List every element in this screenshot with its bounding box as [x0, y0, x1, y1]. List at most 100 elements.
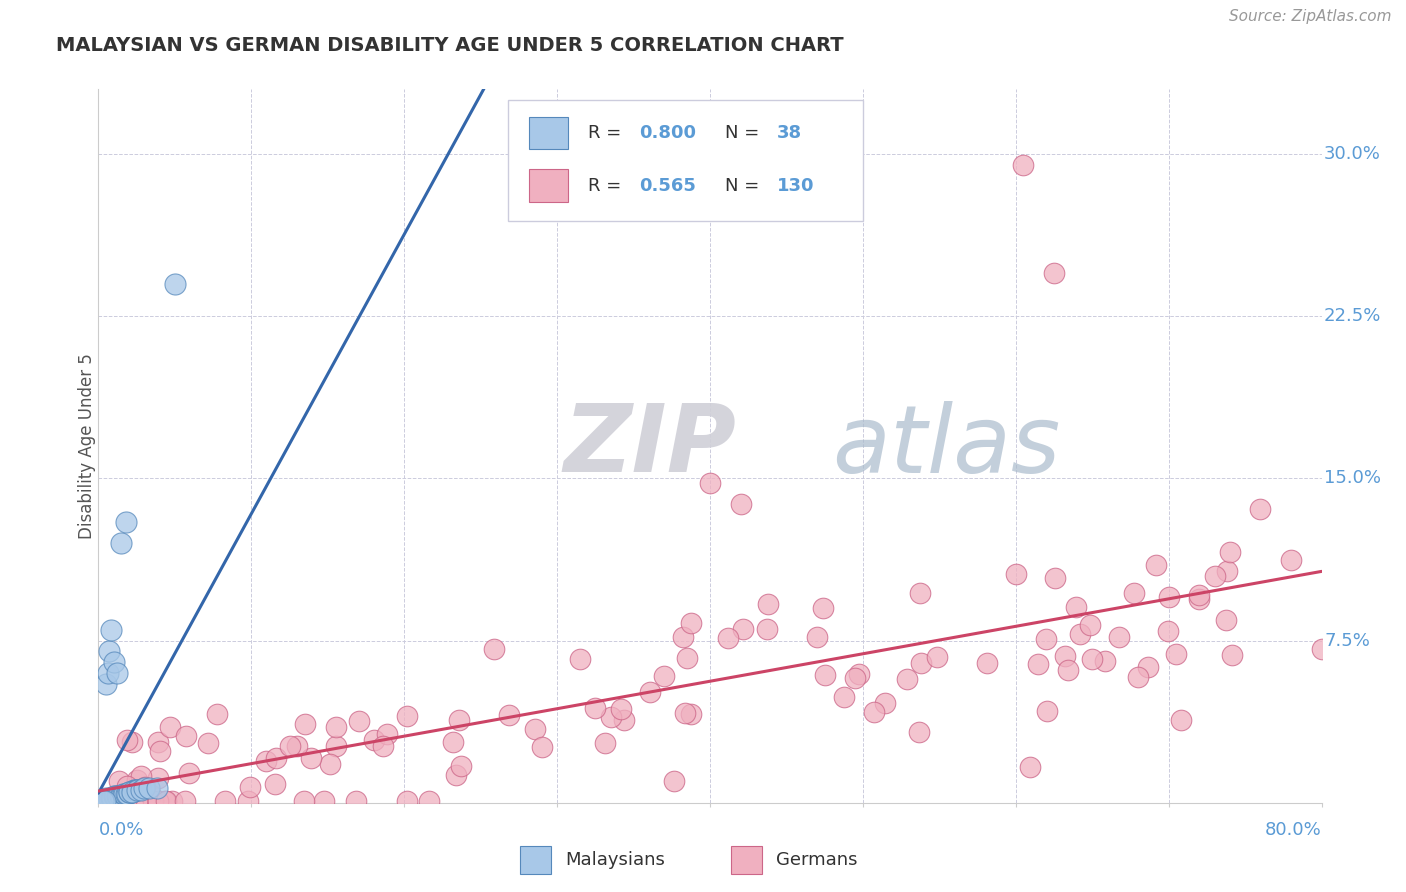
Point: [146, 771, 169, 785]
Point: [1215, 613, 1237, 627]
Point: [134, 780, 156, 795]
Point: [285, 739, 308, 754]
Text: 22.5%: 22.5%: [1324, 307, 1382, 326]
Text: atlas: atlas: [832, 401, 1060, 491]
Point: [976, 656, 998, 670]
Point: [814, 668, 837, 682]
Point: [1144, 558, 1167, 573]
Text: Germans: Germans: [776, 851, 858, 869]
Point: [441, 735, 464, 749]
Point: [612, 713, 634, 727]
Point: [1004, 566, 1026, 581]
Point: [94, 791, 117, 805]
Point: [811, 601, 834, 615]
Point: [292, 794, 315, 808]
Point: [1156, 624, 1178, 638]
Point: [347, 714, 370, 728]
Point: [115, 515, 138, 529]
Point: [373, 739, 395, 753]
Point: [135, 794, 157, 808]
Point: [142, 794, 165, 808]
Point: [146, 794, 169, 808]
Text: 7.5%: 7.5%: [1324, 632, 1369, 649]
Point: [1157, 591, 1180, 605]
Point: [873, 697, 896, 711]
Text: 0.565: 0.565: [640, 177, 696, 194]
Point: [806, 630, 828, 644]
Point: [89, 794, 111, 808]
Point: [1215, 565, 1237, 579]
Point: [1078, 617, 1101, 632]
Point: [1279, 553, 1302, 567]
Point: [98, 644, 121, 658]
Point: [1012, 158, 1035, 172]
Point: [1188, 588, 1211, 602]
Point: [638, 685, 661, 699]
Point: [1019, 760, 1042, 774]
Point: [115, 780, 138, 794]
Point: [593, 736, 616, 750]
Point: [396, 708, 419, 723]
Point: [125, 772, 148, 787]
Point: [149, 743, 172, 757]
Point: [264, 750, 287, 764]
Point: [163, 277, 186, 291]
Point: [138, 780, 160, 795]
Point: [730, 497, 752, 511]
Point: [450, 758, 472, 772]
Point: [498, 708, 520, 723]
Text: MALAYSIAN VS GERMAN DISABILITY AGE UNDER 5 CORRELATION CHART: MALAYSIAN VS GERMAN DISABILITY AGE UNDER…: [56, 36, 844, 54]
Text: Malaysians: Malaysians: [565, 851, 665, 869]
Point: [125, 794, 148, 808]
Point: [239, 780, 262, 794]
Point: [103, 789, 125, 804]
Point: [375, 727, 398, 741]
Point: [129, 782, 152, 797]
Point: [344, 794, 367, 808]
Point: [662, 773, 685, 788]
Point: [174, 729, 197, 743]
Point: [756, 597, 779, 611]
Text: R =: R =: [588, 177, 627, 194]
Point: [568, 651, 591, 665]
FancyBboxPatch shape: [529, 169, 568, 202]
Point: [1249, 502, 1271, 516]
Point: [1053, 648, 1076, 663]
Point: [832, 690, 855, 705]
Point: [264, 776, 287, 790]
Point: [91, 794, 114, 808]
Text: ZIP: ZIP: [564, 400, 737, 492]
Point: [482, 642, 505, 657]
Point: [107, 789, 129, 804]
Point: [155, 794, 177, 808]
Text: N =: N =: [724, 125, 765, 143]
Point: [94, 677, 117, 691]
Text: 0.800: 0.800: [640, 125, 696, 143]
Point: [679, 706, 702, 721]
Point: [115, 787, 138, 801]
Point: [121, 785, 143, 799]
Point: [118, 785, 141, 799]
Point: [524, 723, 547, 737]
Point: [1188, 592, 1211, 607]
Point: [863, 706, 886, 720]
Point: [583, 701, 606, 715]
Point: [844, 671, 866, 685]
Point: [1043, 571, 1066, 585]
Point: [676, 650, 699, 665]
Point: [908, 586, 931, 600]
Point: [236, 794, 259, 808]
Point: [159, 720, 181, 734]
Point: [908, 724, 931, 739]
Point: [1220, 648, 1243, 663]
Point: [108, 789, 131, 804]
Point: [105, 789, 128, 804]
Point: [447, 713, 470, 727]
Text: 15.0%: 15.0%: [1324, 469, 1381, 487]
Point: [103, 655, 125, 669]
Point: [1043, 266, 1066, 280]
Point: [731, 622, 754, 636]
Text: 130: 130: [778, 177, 815, 194]
Text: 38: 38: [778, 125, 803, 143]
Point: [131, 769, 153, 783]
